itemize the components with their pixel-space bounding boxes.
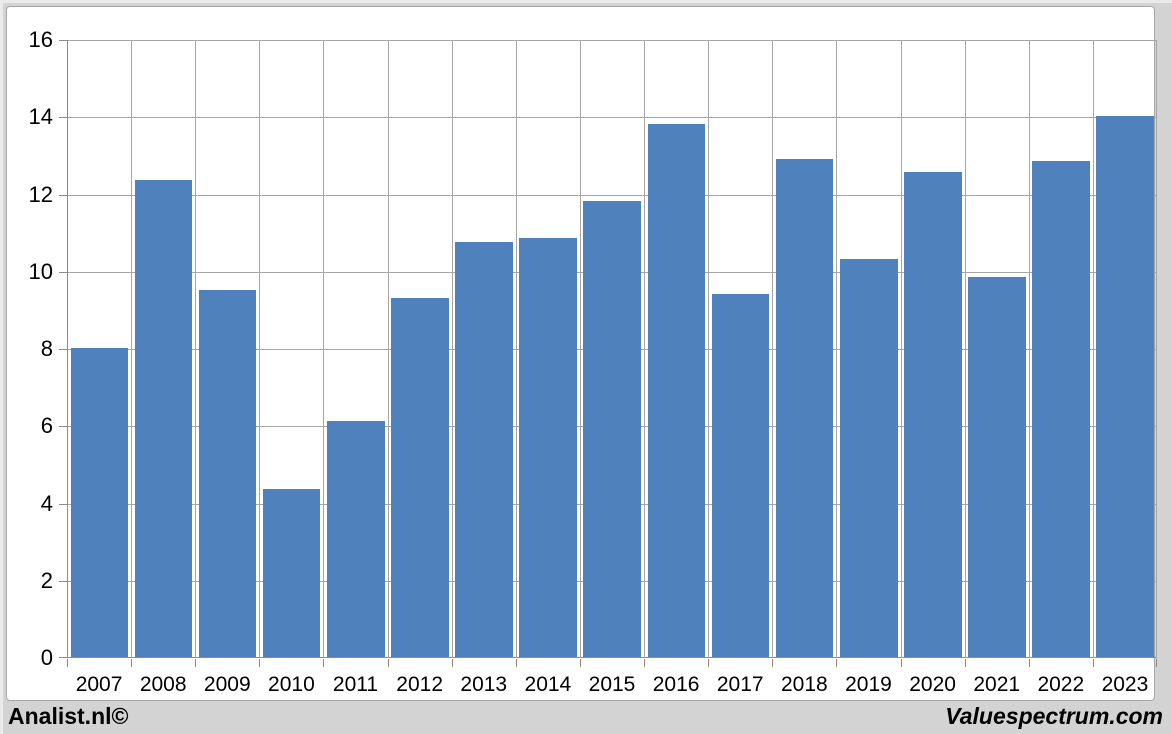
x-tick-label: 2012: [396, 673, 443, 696]
bar-2022: [1032, 160, 1090, 657]
x-tickmark: [965, 659, 966, 667]
y-tickmark: [59, 271, 67, 273]
v-gridline: [259, 40, 260, 658]
v-gridline: [1029, 40, 1030, 658]
v-gridline: [195, 40, 196, 658]
plot-area: [59, 40, 1157, 667]
v-gridline: [580, 40, 581, 658]
y-tick-label: 14: [28, 104, 53, 130]
bar-2020: [904, 172, 962, 657]
x-tickmark: [195, 659, 196, 667]
x-tickmark: [452, 659, 453, 667]
x-tick-label: 2011: [332, 673, 379, 696]
x-tick-label: 2022: [1037, 673, 1085, 696]
bar-2017: [711, 293, 770, 657]
h-gridline: [67, 194, 1157, 196]
x-tickmark: [708, 659, 709, 667]
y-tickmark: [59, 349, 67, 350]
v-gridline: [708, 40, 709, 658]
x-tickmark: [644, 659, 645, 667]
y-tickmark: [59, 40, 67, 41]
x-tick-label: 2007: [75, 673, 123, 696]
y-tick-label: 4: [40, 490, 53, 516]
v-gridline: [965, 40, 966, 658]
y-axis-line: [67, 40, 68, 658]
x-tickmark: [516, 659, 517, 667]
bar-2016: [647, 123, 706, 657]
bar-2008: [134, 179, 193, 657]
v-gridline: [644, 40, 645, 658]
v-gridline: [836, 40, 837, 658]
y-tickmark: [59, 657, 67, 658]
y-tickmark: [59, 117, 67, 119]
x-tickmark: [836, 659, 837, 667]
v-gridline: [1156, 40, 1157, 658]
v-gridline: [516, 40, 517, 658]
x-tickmark: [1093, 659, 1094, 667]
bar-2021: [968, 276, 1026, 657]
v-gridline: [772, 40, 773, 658]
v-gridline: [131, 40, 132, 658]
x-tick-label: 2014: [524, 673, 572, 696]
h-gridline: [67, 40, 1157, 41]
v-gridline: [1093, 40, 1094, 658]
bar-2012: [391, 297, 449, 657]
y-tick-label: 16: [28, 27, 53, 52]
x-tick-label: 2008: [139, 673, 187, 696]
bar-2007: [70, 348, 129, 657]
bar-2014: [519, 237, 577, 657]
x-tick-label: 2017: [716, 673, 764, 696]
x-tickmark: [259, 659, 260, 667]
y-tick-label: 8: [40, 336, 53, 361]
y-tick-label: 2: [40, 567, 53, 593]
y-tickmark: [59, 426, 67, 428]
x-tickmark: [1156, 659, 1157, 667]
x-tickmark: [323, 659, 324, 667]
x-tickmark: [580, 659, 581, 667]
x-tick-label: 2018: [780, 673, 828, 696]
bar-2010: [262, 488, 321, 657]
v-gridline: [323, 40, 324, 658]
h-gridline: [67, 117, 1157, 119]
x-tickmark: [901, 659, 902, 667]
v-gridline: [388, 40, 389, 658]
y-tickmark: [59, 194, 67, 196]
x-tick-label: 2009: [203, 673, 251, 696]
x-tick-label: 2023: [1101, 673, 1149, 696]
bar-2019: [839, 259, 898, 657]
x-tickmark: [1029, 659, 1030, 667]
source-analist-label: Analist.nl©: [8, 703, 129, 729]
v-gridline: [901, 40, 902, 658]
x-tickmark: [388, 659, 389, 667]
x-tick-label: 2019: [845, 673, 892, 696]
y-tick-label: 0: [40, 645, 53, 670]
x-tickmark: [67, 659, 68, 667]
y-tick-label: 10: [28, 258, 53, 284]
x-tickmark: [131, 659, 132, 667]
x-tick-label: 2020: [909, 673, 956, 696]
bar-2018: [775, 158, 834, 657]
source-valuespectrum-label: Valuespectrum.com: [945, 703, 1163, 729]
x-tick-label: 2016: [652, 673, 700, 696]
y-tickmark: [59, 503, 67, 505]
x-tick-label: 2021: [973, 673, 1021, 696]
x-tickmark: [772, 659, 773, 667]
v-gridline: [452, 40, 453, 658]
x-tick-label: 2010: [268, 673, 315, 696]
chart-panel: 0 2 4 6 8 10 12 14 16 2007 2008 2009 2010 2011 2012 20…: [6, 6, 1157, 701]
x-axis-line: [67, 657, 1157, 658]
bar-2023: [1096, 116, 1154, 657]
y-tick-label: 12: [28, 181, 53, 207]
x-tick-label: 2013: [460, 673, 508, 696]
y-tickmark: [59, 580, 67, 582]
x-tick-label: 2015: [588, 673, 636, 696]
bar-2015: [583, 201, 642, 657]
y-tick-label: 6: [40, 413, 53, 439]
bar-2011: [326, 421, 385, 657]
bar-2009: [198, 290, 257, 657]
bar-2013: [455, 241, 513, 657]
